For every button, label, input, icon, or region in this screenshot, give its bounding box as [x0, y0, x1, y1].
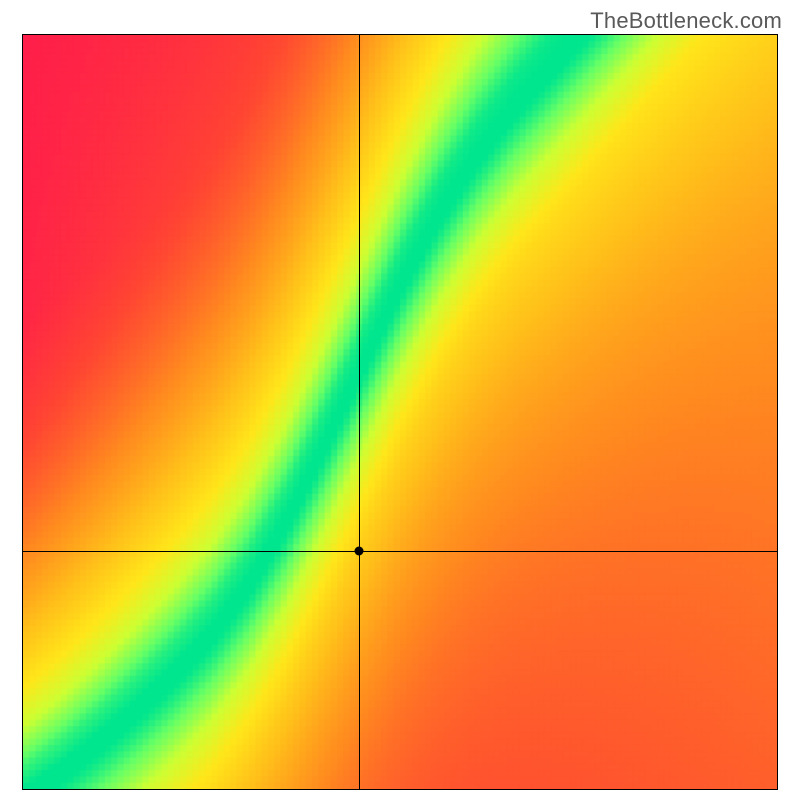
heatmap-canvas	[23, 35, 777, 789]
crosshair-vertical	[359, 35, 360, 789]
plot-area	[22, 34, 778, 790]
watermark-text: TheBottleneck.com	[590, 8, 782, 34]
bottleneck-heatmap	[22, 34, 778, 790]
marker-dot	[355, 546, 364, 555]
crosshair-horizontal	[23, 551, 777, 552]
